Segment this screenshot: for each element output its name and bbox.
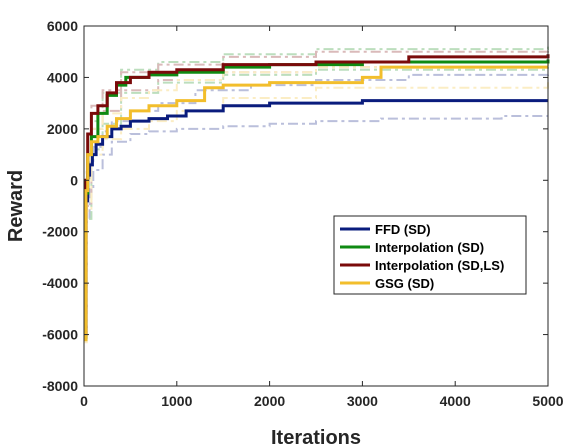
y-axis-label: Reward [5, 170, 27, 242]
x-tick-label: 3000 [347, 393, 378, 409]
x-tick-label: 0 [80, 393, 88, 409]
x-tick-label: 4000 [440, 393, 471, 409]
series-line-3 [84, 65, 548, 342]
y-axis-ticks: -8000 -6000 -4000 -2000 0 2000 4000 6000 [42, 18, 548, 394]
mean-lines [84, 54, 550, 342]
confidence-bands [84, 46, 549, 344]
y-tick-label: 0 [70, 172, 78, 188]
band-lower-series-1 [84, 67, 549, 341]
y-tick-label: 2000 [47, 121, 78, 137]
x-tick-label: 5000 [532, 393, 563, 409]
x-tick-label: 1000 [161, 393, 192, 409]
y-tick-label: -4000 [42, 275, 78, 291]
plot-frame [83, 25, 549, 387]
legend-entry: FFD (SD) [375, 222, 431, 237]
band-lower-series-0 [84, 115, 548, 341]
x-axis-ticks: 0 1000 2000 3000 4000 5000 [80, 26, 564, 409]
y-tick-label: 4000 [47, 69, 78, 85]
y-tick-label: 6000 [47, 18, 78, 34]
band-lower-series-3 [84, 77, 549, 344]
y-tick-label: -2000 [42, 224, 78, 240]
legend-entry: Interpolation (SD) [375, 240, 484, 255]
y-tick-label: -6000 [42, 327, 78, 343]
y-tick-label: -8000 [42, 378, 78, 394]
band-upper-series-1 [84, 46, 549, 336]
legend: FFD (SD) Interpolation (SD) Interpolation … [333, 215, 527, 295]
series-line-0 [84, 99, 548, 339]
legend-entry: Interpolation (SD,LS) [375, 258, 504, 273]
x-axis-label: Iterations [271, 427, 361, 446]
legend-entry: GSG (SD) [375, 276, 434, 291]
band-upper-series-0 [84, 72, 549, 336]
x-tick-label: 2000 [254, 393, 285, 409]
series-line-2 [84, 54, 550, 337]
